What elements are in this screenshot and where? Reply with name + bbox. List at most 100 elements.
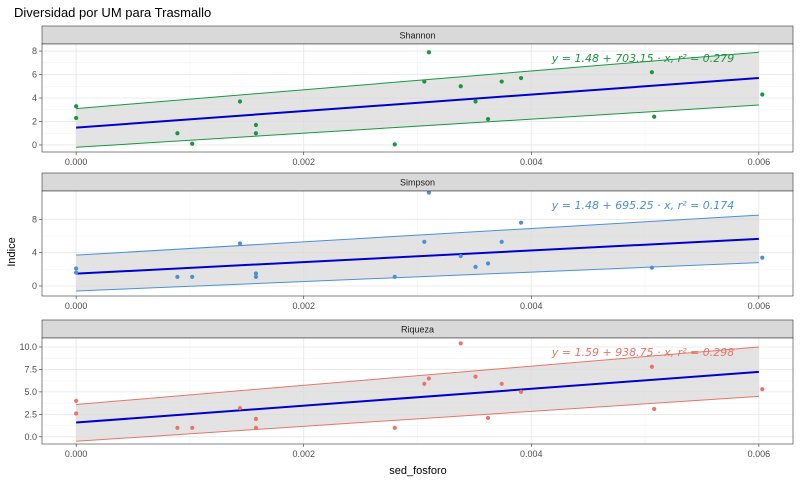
- data-point: [74, 411, 79, 416]
- regression-line: [76, 77, 759, 129]
- y-tick-label: 0: [32, 281, 37, 291]
- strip-label: Simpson: [400, 178, 435, 188]
- data-point: [473, 264, 478, 269]
- y-tick-label: 0: [32, 140, 37, 150]
- ci-upper-line: [76, 346, 759, 405]
- data-point: [518, 389, 524, 394]
- x-tick-label: 0.006: [748, 449, 771, 459]
- data-point: [253, 271, 259, 276]
- confidence-ribbon: [76, 346, 759, 442]
- x-tick-label: 0.002: [292, 449, 315, 459]
- data-point: [485, 415, 491, 421]
- y-axis-title: Indice: [6, 237, 18, 266]
- regression-equation: y = 1.48 + 703.15 · x, r² = 0.279: [551, 52, 735, 65]
- data-point: [652, 406, 657, 412]
- data-point: [237, 99, 243, 104]
- data-point: [473, 374, 478, 379]
- x-tick-label: 0.004: [520, 301, 543, 311]
- data-point: [518, 220, 524, 225]
- data-point: [499, 381, 504, 386]
- data-point: [458, 84, 463, 89]
- data-point: [458, 341, 463, 346]
- data-point: [499, 79, 504, 84]
- data-point: [518, 75, 524, 81]
- data-point: [253, 122, 259, 128]
- data-point: [649, 70, 655, 75]
- data-point: [392, 142, 397, 147]
- data-point: [422, 381, 427, 386]
- data-point: [426, 50, 431, 55]
- data-point: [237, 241, 243, 246]
- data-point: [190, 141, 195, 146]
- data-point: [426, 190, 431, 195]
- y-tick-label: 7.5: [24, 364, 37, 374]
- y-tick-label: 2: [32, 116, 37, 126]
- chart-title: Diversidad por UM para Trasmallo: [14, 5, 211, 20]
- confidence-ribbon: [76, 215, 759, 291]
- x-tick-label: 0.004: [520, 157, 543, 167]
- y-tick-label: 4: [32, 93, 37, 103]
- data-point: [190, 274, 195, 279]
- ci-lower-line: [76, 262, 759, 292]
- facet-panels: Shannon y = 1.48 + 703.15 · x, r² = 0.279…: [19, 25, 794, 459]
- x-tick-label: 0.000: [65, 449, 88, 459]
- y-tick-label: 0.0: [24, 432, 37, 442]
- regression-equation: y = 1.59 + 938.75 · x, r² = 0.298: [551, 346, 735, 359]
- data-point: [760, 387, 765, 392]
- data-point: [422, 239, 427, 244]
- y-tick-label: 5.0: [24, 387, 37, 397]
- strip-label: Riqueza: [401, 325, 434, 335]
- data-point: [392, 274, 397, 279]
- regression-line: [76, 237, 759, 275]
- data-point: [499, 239, 504, 244]
- y-tick-label: 10.0: [19, 342, 37, 352]
- ci-upper-line: [76, 51, 759, 110]
- data-point: [485, 117, 491, 122]
- data-point: [760, 92, 765, 97]
- regression-equation: y = 1.48 + 695.25 · x, r² = 0.174: [551, 199, 735, 212]
- data-point: [74, 115, 79, 121]
- data-point: [422, 79, 427, 84]
- x-tick-label: 0.006: [748, 157, 771, 167]
- facet-panel-simpson: Simpson y = 1.48 + 695.25 · x, r² = 0.174…: [32, 172, 794, 311]
- x-tick-label: 0.006: [748, 301, 771, 311]
- y-tick-label: 8: [32, 46, 37, 56]
- data-point: [760, 255, 765, 260]
- data-point: [175, 425, 180, 430]
- data-point: [253, 131, 259, 136]
- confidence-ribbon: [76, 52, 759, 148]
- data-point: [237, 405, 243, 411]
- data-point: [190, 425, 195, 430]
- data-point: [253, 416, 259, 421]
- y-tick-label: 4: [32, 248, 37, 258]
- ci-lower-line: [76, 395, 759, 442]
- data-point: [649, 265, 655, 270]
- x-tick-label: 0.000: [65, 157, 88, 167]
- regression-line: [76, 370, 759, 424]
- data-point: [253, 425, 259, 430]
- data-point: [175, 131, 180, 136]
- ci-lower-line: [76, 104, 759, 148]
- data-point: [649, 364, 655, 369]
- x-tick-label: 0.002: [292, 301, 315, 311]
- data-point: [426, 376, 431, 381]
- data-point: [74, 266, 79, 271]
- y-tick-label: 6: [32, 70, 37, 80]
- x-tick-label: 0.002: [292, 157, 315, 167]
- data-point: [253, 274, 259, 279]
- panel-border: [41, 190, 794, 297]
- data-point: [74, 398, 79, 403]
- strip-label: Shannon: [399, 31, 435, 41]
- y-tick-label: 8: [32, 214, 37, 224]
- data-point: [74, 270, 79, 275]
- x-axis-title: sed_fosforo: [389, 465, 446, 477]
- data-point: [175, 274, 180, 279]
- data-point: [652, 114, 657, 119]
- y-tick-label: 2.5: [24, 409, 37, 419]
- panel-border: [41, 337, 794, 445]
- data-point: [485, 261, 491, 266]
- x-tick-label: 0.004: [520, 449, 543, 459]
- facet-panel-riqueza: Riqueza y = 1.59 + 938.75 · x, r² = 0.298…: [19, 319, 794, 459]
- data-point: [458, 253, 463, 259]
